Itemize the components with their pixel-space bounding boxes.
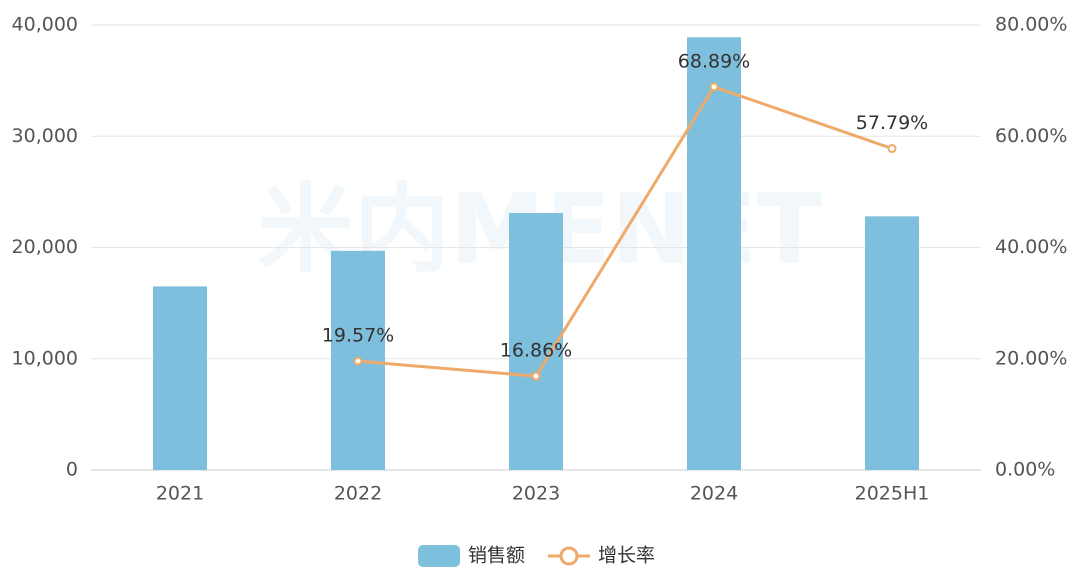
x-tick-label: 2023 (512, 483, 560, 505)
y-tick-label: 10,000 (12, 347, 78, 369)
y-tick-label: 0 (66, 459, 78, 481)
x-tick-label: 2021 (156, 483, 204, 505)
value-label: 68.89% (678, 50, 750, 72)
legend-swatch (418, 545, 460, 567)
y-tick-label: 30,000 (12, 125, 78, 147)
line (357, 84, 893, 378)
line-point (531, 371, 541, 381)
value-label: 16.86% (500, 340, 572, 362)
legend-label: 销售额 (468, 545, 525, 567)
value-label: 57.79% (856, 112, 928, 134)
y2-tick-label: 40.00% (995, 236, 1067, 258)
bar (153, 286, 207, 470)
x-tick-label: 2025H1 (855, 483, 930, 505)
y2-tick-label: 20.00% (995, 347, 1067, 369)
line-point (887, 144, 897, 154)
line-point (709, 82, 719, 92)
line-point (353, 356, 363, 366)
y-tick-label: 20,000 (12, 236, 78, 258)
bar (865, 216, 919, 470)
value-label: 19.57% (322, 325, 394, 347)
bar (509, 213, 563, 470)
bar (687, 37, 741, 471)
y2-tick-label: 80.00% (995, 14, 1067, 36)
x-tick-label: 2024 (690, 483, 738, 505)
y2-tick-label: 60.00% (995, 125, 1067, 147)
y2-tick-label: 0.00% (995, 459, 1055, 481)
x-tick-label: 2022 (334, 483, 382, 505)
y-tick-label: 40,000 (12, 14, 78, 36)
legend-label: 增长率 (598, 545, 655, 567)
legend-swatch (559, 546, 579, 566)
